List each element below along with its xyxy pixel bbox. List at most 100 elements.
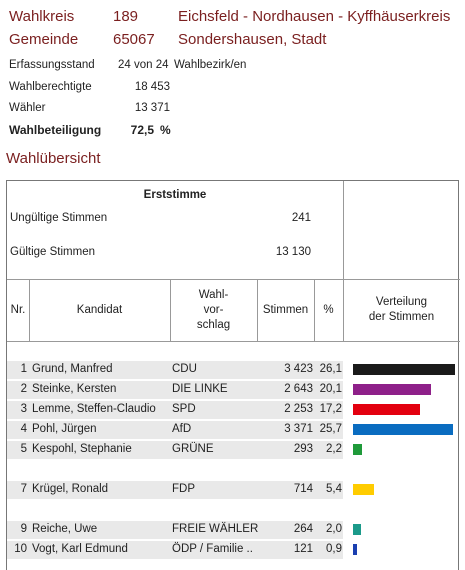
cell-stimmen: 2 643	[284, 383, 313, 395]
cell-nr: 4	[20, 423, 27, 435]
cell-pct: 25,7	[319, 423, 342, 435]
vote-share-bar	[353, 444, 362, 455]
cell-kandidat: Vogt, Karl Edmund	[32, 543, 128, 555]
cell-nr: 7	[20, 483, 27, 495]
cell-nr: 1	[20, 363, 27, 375]
cell-nr: 3	[20, 403, 27, 415]
beteiligung-value: 72,5	[130, 123, 154, 137]
cell-pct: 17,2	[319, 403, 342, 415]
beteiligung-unit: %	[160, 123, 171, 137]
divider	[257, 279, 258, 341]
cell-vorschlag: CDU	[172, 363, 197, 375]
cell-kandidat: Reiche, Uwe	[32, 523, 98, 535]
vote-share-bar	[353, 524, 361, 535]
col-nr-header: Nr.	[10, 303, 26, 316]
col-verteilung-line2: der Stimmen	[368, 311, 435, 323]
cell-vorschlag: DIE LINKE	[172, 383, 228, 395]
wahlkreis-name: Eichsfeld - Nordhausen - Kyffhäuserkreis	[178, 8, 451, 25]
cell-kandidat: Lemme, Steffen-Claudio	[32, 403, 156, 415]
cell-kandidat: Grund, Manfred	[32, 363, 113, 375]
col-vorschlag-header: Wahl- vor- schlag	[170, 279, 257, 341]
beteiligung-label: Wahlbeteiligung	[9, 123, 102, 137]
table-row: 7 Krügel, Ronald FDP 714 5,4	[7, 481, 343, 499]
cell-vorschlag: SPD	[172, 403, 196, 415]
cell-stimmen: 2 253	[284, 403, 313, 415]
cell-vorschlag: FREIE WÄHLER	[172, 523, 259, 535]
berechtigte-label: Wahlberechtigte	[9, 81, 92, 93]
ungueltig-label: Ungültige Stimmen	[10, 212, 108, 224]
cell-stimmen: 264	[293, 523, 313, 535]
divider	[170, 279, 171, 341]
cell-nr: 9	[20, 523, 27, 535]
waehler-label: Wähler	[9, 102, 46, 114]
col-vorschlag-line1: Wahl-	[198, 288, 229, 301]
wahlkreis-number: 189	[113, 8, 139, 25]
vote-share-bar	[353, 544, 357, 555]
cell-stimmen: 3 371	[284, 423, 313, 435]
table-row: 5 Kespohl, Stephanie GRÜNE 293 2,2	[7, 441, 343, 459]
divider	[29, 279, 30, 341]
vote-share-bar	[353, 384, 432, 395]
divider	[7, 279, 460, 280]
cell-stimmen: 293	[293, 443, 313, 455]
col-vorschlag-line3: schlag	[196, 318, 231, 331]
col-kandidat-header: Kandidat	[76, 303, 123, 316]
table-row: 10 Vogt, Karl Edmund ÖDP / Familie .. 121 0,…	[7, 541, 343, 559]
cell-kandidat: Krügel, Ronald	[32, 483, 109, 495]
cell-pct: 0,9	[326, 543, 342, 555]
cell-vorschlag: ÖDP / Familie ..	[172, 543, 253, 555]
table-row: 9 Reiche, Uwe FREIE WÄHLER 264 2,0	[7, 521, 343, 539]
cell-pct: 5,4	[326, 483, 342, 495]
cell-kandidat: Steinke, Kersten	[32, 383, 117, 395]
cell-kandidat: Pohl, Jürgen	[32, 423, 97, 435]
gueltig-value: 13 130	[275, 246, 311, 258]
col-pct-header: %	[323, 303, 334, 316]
cell-nr: 5	[20, 443, 27, 455]
empty-row	[7, 501, 343, 519]
vote-share-bar	[353, 364, 455, 375]
erfassung-value: 24 von 24	[118, 59, 169, 71]
cell-pct: 20,1	[319, 383, 342, 395]
cell-stimmen: 714	[293, 483, 313, 495]
table-row: 1 Grund, Manfred CDU 3 423 26,1	[7, 361, 343, 379]
cell-pct: 26,1	[319, 363, 342, 375]
cell-vorschlag: FDP	[172, 483, 195, 495]
cell-stimmen: 121	[293, 543, 313, 555]
berechtigte-value: 18 453	[134, 81, 170, 93]
waehler-value: 13 371	[134, 102, 170, 114]
divider	[314, 279, 315, 341]
erfassung-label: Erfassungsstand	[9, 59, 95, 71]
vote-share-bar	[353, 484, 375, 495]
divider	[343, 279, 344, 341]
gemeinde-number: 65067	[113, 31, 155, 48]
divider	[7, 341, 460, 342]
table-row: 4 Pohl, Jürgen AfD 3 371 25,7	[7, 421, 343, 439]
erststimme-header: Erststimme	[143, 189, 207, 201]
gemeinde-name: Sondershausen, Stadt	[178, 31, 327, 48]
col-verteilung-line1: Verteilung	[375, 296, 428, 308]
table-row: 3 Lemme, Steffen-Claudio SPD 2 253 17,2	[7, 401, 343, 419]
cell-nr: 2	[20, 383, 27, 395]
vote-share-bar	[353, 424, 454, 435]
section-title: Wahlübersicht	[6, 150, 101, 167]
erfassung-unit: Wahlbezirk/en	[174, 59, 247, 71]
table-row: 2 Steinke, Kersten DIE LINKE 2 643 20,1	[7, 381, 343, 399]
cell-pct: 2,0	[326, 523, 342, 535]
cell-pct: 2,2	[326, 443, 342, 455]
empty-row	[7, 461, 343, 479]
cell-vorschlag: GRÜNE	[172, 443, 214, 455]
vote-share-bar	[353, 404, 421, 415]
gueltig-label: Gültige Stimmen	[10, 246, 96, 258]
gemeinde-label: Gemeinde	[9, 31, 79, 48]
wahlkreis-label: Wahlkreis	[9, 8, 75, 25]
results-table: Erststimme Ungültige Stimmen 241 Gültige…	[6, 180, 460, 570]
col-stimmen-header: Stimmen	[262, 303, 309, 316]
col-verteilung-header: Verteilung der Stimmen	[343, 279, 460, 341]
divider	[343, 181, 344, 281]
cell-kandidat: Kespohl, Stephanie	[32, 443, 132, 455]
cell-stimmen: 3 423	[284, 363, 313, 375]
cell-nr: 10	[14, 543, 27, 555]
col-vorschlag-line2: vor-	[203, 303, 224, 316]
cell-vorschlag: AfD	[172, 423, 192, 435]
ungueltig-value: 241	[291, 212, 311, 224]
